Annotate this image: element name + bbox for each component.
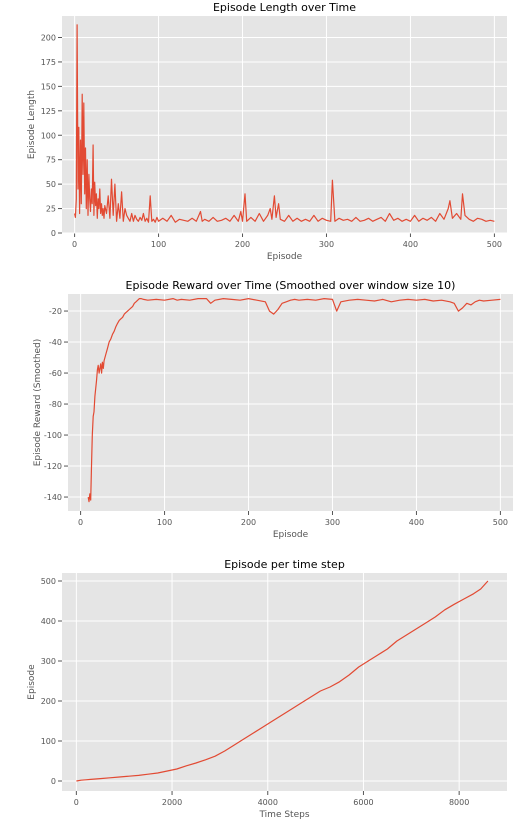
x-tick-label: 8000 xyxy=(449,798,469,807)
y-tick-label: 500 xyxy=(41,577,56,586)
y-tick-label: 75 xyxy=(46,156,56,165)
x-tick-label: 200 xyxy=(235,240,250,249)
y-tick-label: 125 xyxy=(41,107,56,116)
x-axis-label: Time Steps xyxy=(258,810,309,820)
episode-length-chart: 0 100 200 300 400 500 0 25 50 75 100 125 150 175 200 Ep… xyxy=(27,1,507,262)
plot-area xyxy=(62,16,507,233)
episode-reward-chart: 0 100 200 300 400 500 -140 -120 -100 -80 -60 -40 -20… xyxy=(33,279,513,540)
y-tick-label: 100 xyxy=(41,131,56,140)
y-axis-label: Episode xyxy=(27,664,37,700)
y-tick-label: 200 xyxy=(41,34,56,43)
x-tick-label: 500 xyxy=(487,240,502,249)
series-line xyxy=(87,298,501,503)
y-tick-label: 150 xyxy=(41,82,56,91)
series-line xyxy=(76,580,489,782)
y-tick-label: -100 xyxy=(44,431,62,440)
y-tick-label: 300 xyxy=(41,657,56,666)
x-tick-label: 0 xyxy=(72,240,77,249)
x-tick-label: 300 xyxy=(325,518,340,527)
y-axis-label: Episode Reward (Smoothed) xyxy=(33,339,43,467)
y-axis-label: Episode Length xyxy=(27,90,37,159)
y-tick-label: 400 xyxy=(41,617,56,626)
x-tick-label: 400 xyxy=(403,240,418,249)
y-tick-label: 0 xyxy=(51,777,56,786)
series-line xyxy=(74,24,495,223)
y-tick-label: 100 xyxy=(41,737,56,746)
y-tick-label: -40 xyxy=(49,338,62,347)
x-tick-label: 300 xyxy=(319,240,334,249)
y-tick-label: 50 xyxy=(46,180,56,189)
y-tick-label: -20 xyxy=(49,307,62,316)
y-tick-label: -80 xyxy=(49,400,62,409)
plot-area xyxy=(62,573,507,791)
y-tick-label: -140 xyxy=(44,493,62,502)
plot-area xyxy=(68,294,513,511)
x-axis-label: Episode xyxy=(273,530,309,540)
x-tick-label: 4000 xyxy=(258,798,278,807)
y-tick-label: 0 xyxy=(51,229,56,238)
x-tick-label: 500 xyxy=(493,518,508,527)
x-tick-label: 400 xyxy=(409,518,424,527)
y-tick-label: 200 xyxy=(41,697,56,706)
y-tick-label: 175 xyxy=(41,58,56,67)
x-tick-label: 2000 xyxy=(162,798,182,807)
x-tick-label: 0 xyxy=(78,518,83,527)
y-tick-label: -60 xyxy=(49,369,62,378)
y-tick-label: -120 xyxy=(44,462,62,471)
episode-per-timestep-chart: 0 2000 4000 6000 8000 0 100 200 300 400 500 Episode… xyxy=(27,558,507,820)
chart-title: Episode per time step xyxy=(224,558,345,571)
x-tick-label: 100 xyxy=(151,240,166,249)
x-tick-label: 100 xyxy=(157,518,172,527)
chart-title: Episode Reward over Time (Smoothed over … xyxy=(126,279,456,292)
x-tick-label: 0 xyxy=(74,798,79,807)
y-tick-label: 25 xyxy=(46,205,56,214)
x-tick-label: 200 xyxy=(241,518,256,527)
chart-title: Episode Length over Time xyxy=(213,1,356,14)
x-axis-label: Episode xyxy=(267,252,303,262)
x-tick-label: 6000 xyxy=(353,798,373,807)
